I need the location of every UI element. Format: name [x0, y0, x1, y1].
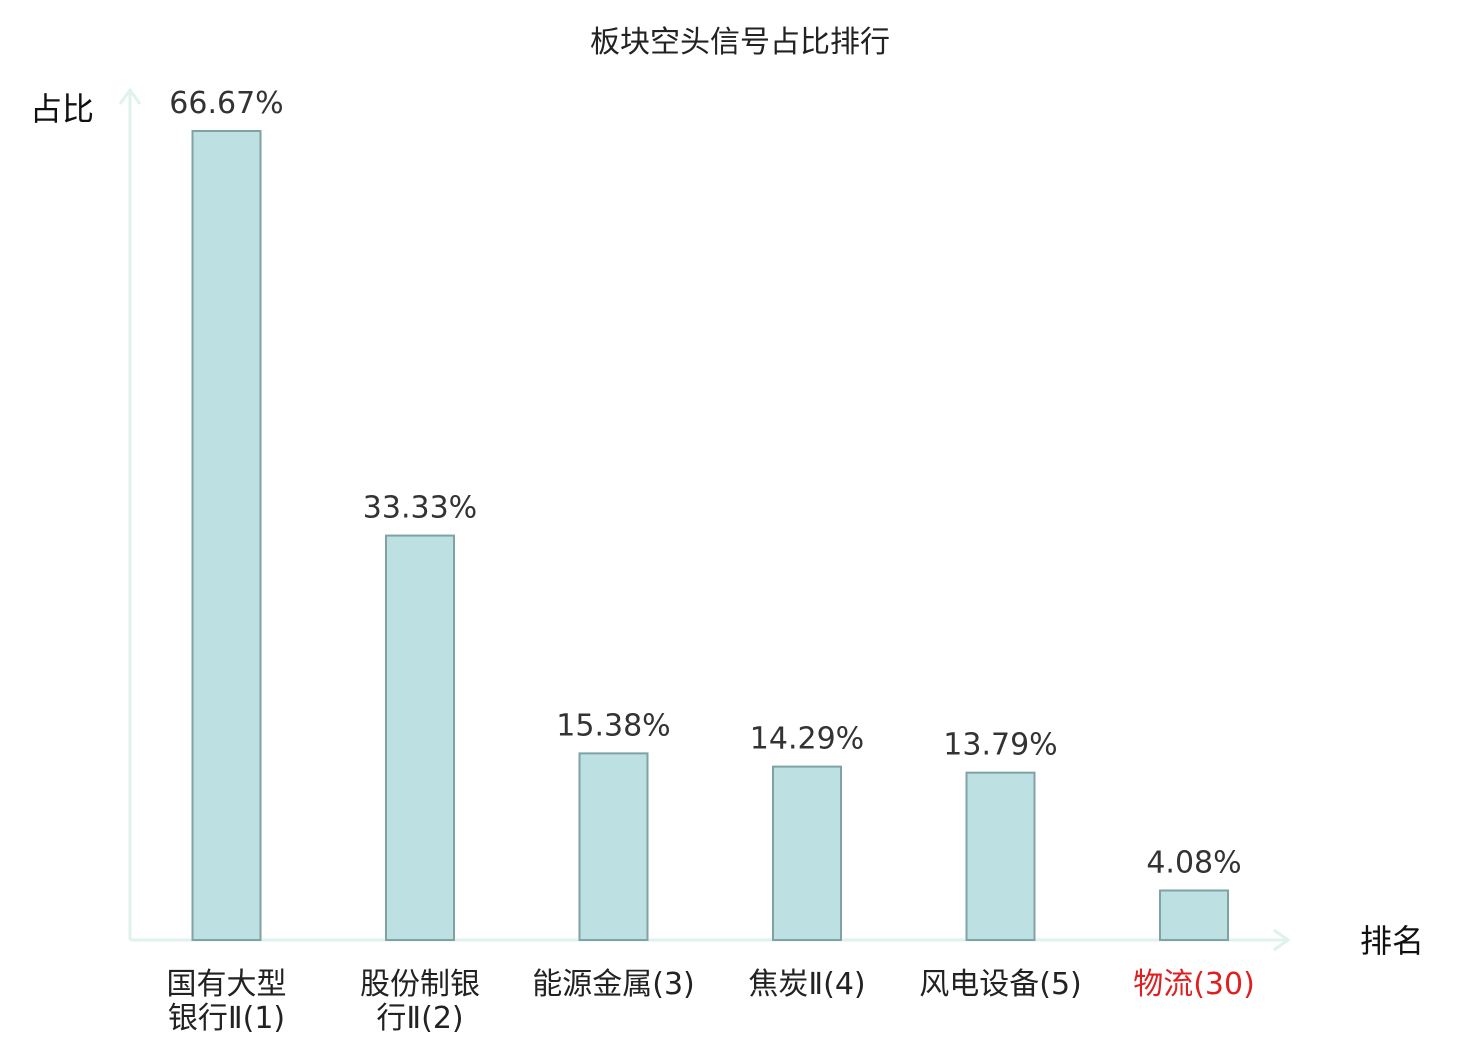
category-labels: 国有大型银行Ⅱ(1) 股份制银行Ⅱ(2) 能源金属(3) 焦炭Ⅱ(4) 风电设备(5) 物…: [167, 967, 1255, 1036]
bar-value-label: 15.38%: [556, 708, 670, 743]
category-label: 股份制银行Ⅱ(2): [360, 967, 480, 1036]
bar: [965, 771, 1036, 941]
category-label-line: 行Ⅱ(2): [376, 1001, 463, 1036]
category-label-line: 银行Ⅱ(1): [168, 1001, 285, 1036]
bar: [191, 130, 262, 941]
category-label: 焦炭Ⅱ(4): [748, 967, 865, 1002]
category-label-line: 物流(30): [1133, 967, 1255, 1002]
bar-value-label: 4.08%: [1146, 845, 1241, 880]
category-label-line: 能源金属(3): [532, 967, 695, 1002]
category-label: 能源金属(3): [532, 967, 695, 1002]
category-label: 风电设备(5): [919, 967, 1082, 1002]
chart-title: 板块空头信号占比排行: [590, 25, 890, 60]
bar: [1159, 889, 1229, 942]
x-axis-label: 排名: [1360, 922, 1424, 960]
category-label: 国有大型银行Ⅱ(1): [167, 967, 287, 1036]
bar: [578, 752, 649, 942]
category-label-line: 国有大型: [167, 967, 287, 1002]
bar-value-label: 14.29%: [750, 722, 864, 757]
bar-value-label: 33.33%: [363, 491, 477, 526]
y-axis: [118, 87, 142, 940]
y-axis-label: 占比: [30, 90, 94, 128]
category-label-line: 风电设备(5): [919, 967, 1082, 1002]
bar: [772, 765, 842, 942]
category-label-line: 焦炭Ⅱ(4): [748, 967, 865, 1002]
category-label: 物流(30): [1133, 967, 1255, 1002]
bar-value-label: 13.79%: [943, 728, 1057, 763]
x-axis: [130, 928, 1291, 952]
bar-value-label: 66.67%: [169, 86, 283, 121]
value-labels: 66.67% 33.33% 15.38% 14.29% 13.79% 4.08%: [169, 86, 1241, 880]
bar-series: [191, 130, 1229, 942]
bar: [385, 534, 455, 941]
category-label-line: 股份制银: [360, 967, 480, 1002]
